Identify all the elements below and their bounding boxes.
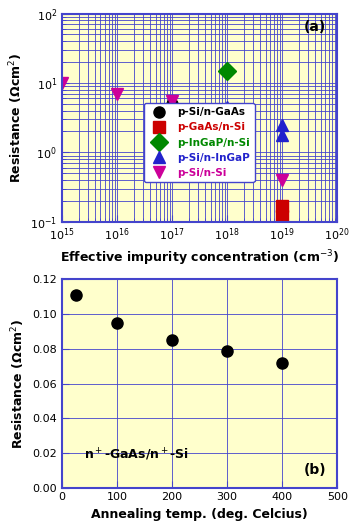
p-GaAs/n-Si — [280, 213, 284, 220]
Legend: p-Si/n-GaAs, p-GaAs/n-Si, p-InGaP/n-Si, p-Si/n-InGaP, p-Si/n-Si: p-Si/n-GaAs, p-GaAs/n-Si, p-InGaP/n-Si, … — [144, 103, 255, 182]
p-GaAs/n-Si — [280, 203, 284, 209]
Line: p-GaAs/n-Si: p-GaAs/n-Si — [277, 200, 288, 222]
p-Si/n-InGaP — [225, 104, 229, 110]
Line: p-Si/n-InGaP: p-Si/n-InGaP — [221, 101, 288, 141]
p-Si/n-InGaP — [280, 121, 284, 128]
p-Si/n-Si — [170, 98, 174, 104]
Text: (a): (a) — [304, 20, 326, 34]
Y-axis label: Resistance (Ωcm$^2$): Resistance (Ωcm$^2$) — [9, 318, 27, 449]
p-Si/n-Si — [60, 80, 64, 86]
Y-axis label: Resistance (Ωcm$^2$): Resistance (Ωcm$^2$) — [7, 52, 25, 183]
p-Si/n-Si — [115, 91, 119, 97]
X-axis label: Effective impurity concentration (cm$^{-3}$): Effective impurity concentration (cm$^{-… — [60, 249, 339, 268]
Text: n$^+$-GaAs/n$^+$-Si: n$^+$-GaAs/n$^+$-Si — [84, 446, 189, 463]
p-Si/n-Si — [280, 177, 284, 183]
Line: p-Si/n-Si: p-Si/n-Si — [56, 77, 288, 186]
p-Si/n-InGaP — [280, 131, 284, 138]
X-axis label: Annealing temp. (deg. Celcius): Annealing temp. (deg. Celcius) — [91, 508, 308, 521]
Text: (b): (b) — [303, 463, 326, 477]
p-Si/n-Si — [225, 111, 229, 118]
